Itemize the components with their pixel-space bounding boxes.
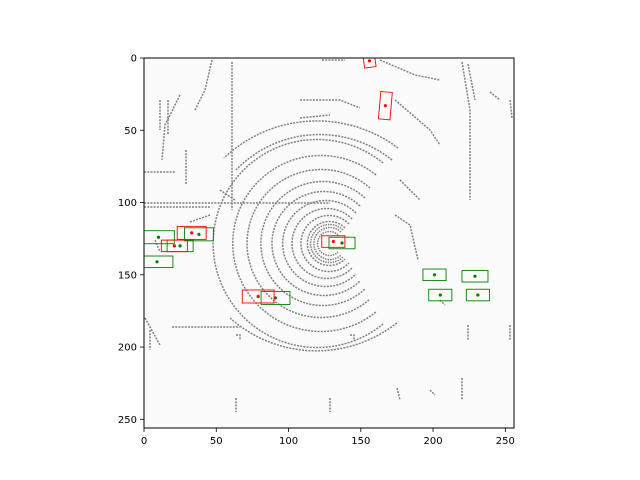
prediction-box-center (383, 104, 387, 108)
ground-truth-box-outline (428, 288, 453, 302)
prediction-box (377, 91, 393, 121)
ground-truth-box (422, 268, 447, 282)
y-tick-label: 50 (124, 126, 137, 137)
ground-truth-box-outline (422, 268, 447, 282)
ground-truth-box (144, 255, 174, 269)
ground-truth-box-center (340, 241, 344, 245)
structure-edge (429, 389, 436, 396)
scan-ring (281, 199, 357, 288)
ground-truth-box (144, 230, 175, 245)
ground-truth-box (465, 288, 490, 302)
scan-ring (229, 317, 399, 352)
ground-truth-boxes (144, 227, 490, 305)
ground-truth-box-outline (144, 255, 174, 269)
ground-truth-box-center (156, 235, 161, 239)
prediction-box (176, 225, 207, 240)
ground-truth-box (260, 290, 291, 305)
axes-frame (143, 57, 515, 429)
structure-edge (394, 99, 441, 146)
scan-ring (260, 180, 366, 307)
lidar-point-cloud (144, 59, 513, 412)
prediction-box-outline (377, 91, 393, 121)
structure-edge (489, 91, 501, 101)
prediction-box-center (190, 231, 194, 235)
structure-edge (154, 239, 161, 253)
structure-edge (161, 94, 181, 161)
scan-ring (271, 190, 361, 297)
structure-edge (299, 114, 331, 119)
scan-ring (232, 154, 377, 333)
scan-ring (246, 168, 371, 319)
prediction-box-center (331, 239, 335, 244)
y-tick-label: 200 (118, 343, 137, 354)
ground-truth-box-outline (144, 230, 175, 245)
y-tick-label: 0 (131, 54, 137, 65)
ground-truth-box (184, 227, 214, 242)
prediction-box-center (172, 244, 176, 248)
ground-truth-box-outline (461, 270, 489, 283)
structure-edge (194, 59, 213, 111)
prediction-box-outline (176, 225, 207, 240)
prediction-boxes (160, 58, 393, 304)
ground-truth-box (428, 288, 453, 302)
scan-ring (316, 230, 339, 257)
ground-truth-box-center (473, 274, 477, 278)
structure-edge (350, 334, 355, 340)
x-tick-label: 150 (351, 436, 370, 447)
x-tick-label: 50 (210, 436, 223, 447)
scan-ring (313, 226, 342, 261)
prediction-box-outline (160, 239, 188, 253)
scan-ring (212, 138, 384, 349)
ground-truth-box-center (438, 293, 442, 297)
ground-truth-box-outline (184, 227, 214, 242)
y-tick-label: 100 (118, 198, 137, 209)
ground-truth-box-center (273, 296, 278, 300)
structure-edge (399, 179, 421, 201)
scan-ring (223, 120, 399, 159)
structure-edge (144, 317, 161, 346)
ground-truth-box-center (155, 260, 159, 264)
prediction-box (160, 239, 188, 253)
scan-ring (291, 207, 353, 280)
x-tick-label: 200 (424, 436, 443, 447)
structure-edge (394, 214, 419, 261)
scan-ring (300, 214, 350, 273)
prediction-box-outline (321, 235, 346, 248)
x-tick-label: 100 (279, 436, 298, 447)
scan-ring (235, 133, 393, 171)
ground-truth-box-center (178, 244, 182, 248)
x-tick-label: 0 (141, 436, 147, 447)
structure-edge (379, 59, 441, 81)
ground-truth-box-center (197, 232, 201, 236)
x-axis: 0 50 100 150 200 250 (141, 428, 515, 447)
y-tick-label: 250 (118, 415, 137, 426)
prediction-box (241, 289, 275, 304)
y-axis: 0 50 100 150 200 250 (118, 54, 144, 426)
structure-edge (396, 387, 401, 401)
structure-edge (467, 63, 476, 101)
scan-ring (306, 220, 346, 267)
prediction-box-center (367, 59, 372, 63)
prediction-box (321, 235, 346, 248)
ground-truth-box-outline (465, 288, 490, 302)
ground-truth-box (328, 236, 356, 250)
prediction-box-outline (362, 58, 377, 69)
ground-truth-box-outline (260, 290, 291, 305)
structure-edge (461, 61, 471, 200)
structure-edge (300, 99, 361, 109)
ground-truth-box-center (432, 273, 437, 277)
structure-edge (236, 334, 241, 340)
prediction-box-center (256, 294, 260, 299)
ground-truth-box (461, 270, 489, 283)
ground-truth-box-center (476, 293, 480, 297)
structure-edge (189, 214, 211, 223)
ground-truth-box-outline (328, 236, 356, 250)
scan-ring (309, 223, 344, 264)
prediction-box-outline (241, 289, 275, 304)
x-tick-label: 250 (496, 436, 515, 447)
prediction-box (362, 58, 377, 69)
y-tick-label: 150 (118, 270, 137, 281)
